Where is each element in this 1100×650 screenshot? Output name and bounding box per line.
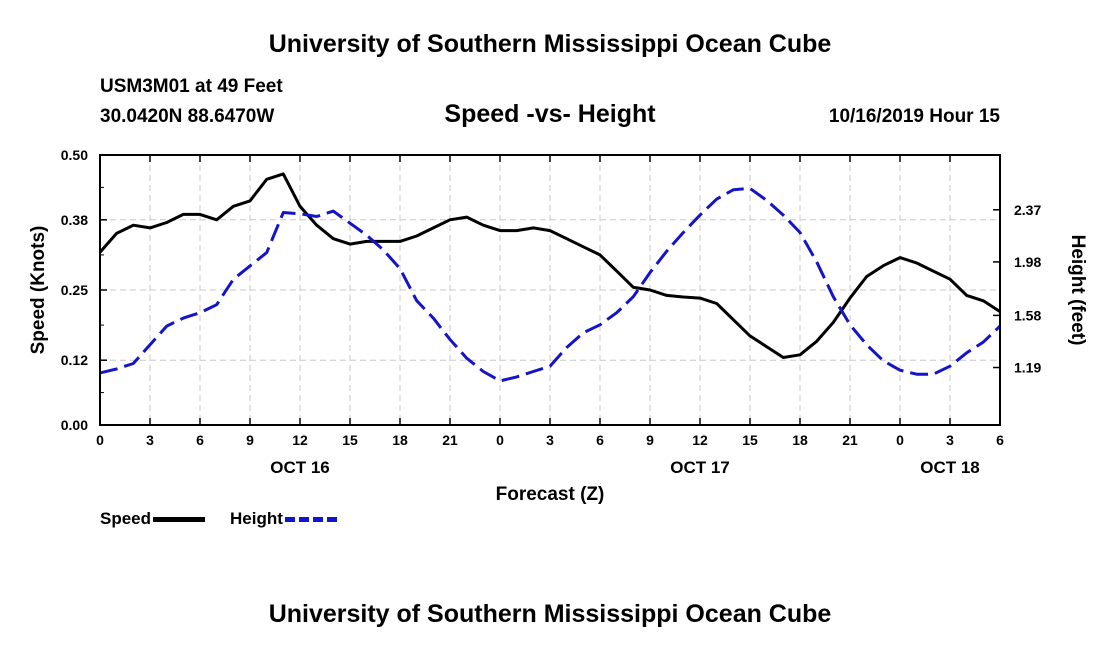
y-right-tick-label: 1.58 — [1014, 307, 1041, 323]
x-axis-title: Forecast (Z) — [496, 484, 605, 505]
legend-height: Height — [230, 509, 337, 529]
label-layer: 0 3 6 9 12 15 18 21 0 3 6 9 12 15 18 21 0 3 6 OCT 16 OCT 17 O… — [28, 147, 1088, 505]
x-tick-label: 0 — [496, 432, 504, 448]
x-tick-label: 15 — [742, 432, 758, 448]
x-tick-label: 12 — [292, 432, 308, 448]
height-series-line — [99, 186, 1002, 383]
y-left-tick-label: 0.50 — [61, 147, 88, 163]
x-tick-label: 6 — [996, 432, 1004, 448]
x-tick-label: 0 — [896, 432, 904, 448]
x-tick-label: 6 — [596, 432, 604, 448]
x-tick-label: 21 — [442, 432, 458, 448]
date-label: OCT 18 — [920, 458, 980, 477]
axis-layer — [99, 154, 1001, 426]
legend-speed-swatch — [153, 516, 206, 522]
x-tick-label: 15 — [342, 432, 358, 448]
y-left-tick-label: 0.00 — [61, 417, 88, 433]
station-label: USM3M01 at 49 Feet — [100, 76, 283, 97]
x-tick-label: 12 — [692, 432, 708, 448]
x-tick-label: 21 — [842, 432, 858, 448]
x-tick-label: 18 — [792, 432, 808, 448]
coordinates-label: 30.0420N 88.6470W — [100, 106, 275, 127]
y-right-tick-label: 2.37 — [1014, 202, 1041, 218]
x-tick-label: 9 — [246, 432, 254, 448]
x-tick-label: 9 — [646, 432, 654, 448]
x-tick-label: 3 — [546, 432, 554, 448]
grid-layer — [100, 155, 1000, 425]
chart-subtitle: Speed -vs- Height — [444, 100, 656, 128]
series-layer — [98, 172, 1002, 383]
top-title: University of Southern Mississippi Ocean… — [268, 30, 832, 58]
legend-height-label: Height — [230, 509, 283, 528]
date-label: OCT 16 — [270, 458, 330, 477]
x-tick-label: 6 — [196, 432, 204, 448]
bottom-title: University of Southern Mississippi Ocean… — [268, 600, 832, 628]
x-tick-label: 0 — [96, 432, 104, 448]
datetime-label: 10/16/2019 Hour 15 — [828, 106, 1000, 127]
legend-speed-label: Speed — [100, 509, 152, 528]
y-left-tick-label: 0.12 — [61, 352, 88, 368]
y-left-tick-label: 0.25 — [61, 282, 88, 298]
speed-series-line — [98, 172, 1001, 359]
x-tick-label: 3 — [946, 432, 954, 448]
y-right-tick-label: 1.19 — [1014, 360, 1041, 376]
y-left-axis-title: Speed (Knots) — [28, 226, 49, 355]
y-right-tick-label: 1.98 — [1014, 254, 1041, 270]
legend-speed: Speed — [100, 509, 206, 529]
x-tick-label: 3 — [146, 432, 154, 448]
date-label: OCT 17 — [670, 458, 730, 477]
y-right-axis-title: Height (feet) — [1067, 235, 1088, 346]
legend-height-swatch — [284, 516, 337, 522]
x-tick-label: 18 — [392, 432, 408, 448]
y-left-tick-label: 0.38 — [61, 212, 88, 228]
